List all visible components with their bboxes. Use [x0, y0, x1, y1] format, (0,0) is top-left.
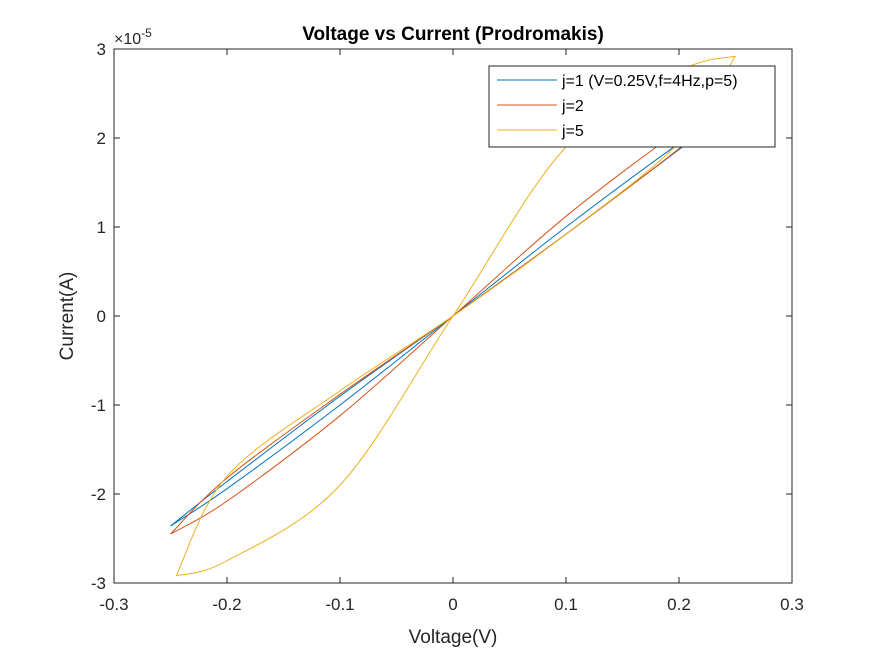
- x-tick-label: -0.2: [212, 595, 241, 614]
- y-tick-label: 2: [97, 129, 106, 148]
- y-exponent-power: -5: [141, 26, 152, 40]
- x-tick-label: 0.3: [780, 595, 804, 614]
- y-tick-label: 1: [97, 218, 106, 237]
- legend-label: j=1 (V=0.25V,f=4Hz,p=5): [561, 73, 738, 90]
- legend-label: j=5: [561, 123, 584, 140]
- y-tick-label: -2: [91, 485, 106, 504]
- chart-title: Voltage vs Current (Prodromakis): [302, 24, 604, 45]
- x-tick-label: -0.3: [99, 595, 128, 614]
- y-tick-label: -1: [91, 396, 106, 415]
- y-tick-label: 3: [97, 40, 106, 59]
- x-tick-label: -0.1: [325, 595, 354, 614]
- y-axis-exponent-label: ×10-5: [114, 26, 152, 48]
- x-axis-label: Voltage(V): [409, 627, 498, 648]
- y-exponent-base: ×10: [114, 31, 141, 48]
- x-tick-label: 0: [448, 595, 457, 614]
- y-tick-label: 0: [97, 307, 106, 326]
- y-tick-label: -3: [91, 574, 106, 593]
- x-tick-label: 0.2: [667, 595, 691, 614]
- y-axis-label: Current(A): [57, 272, 78, 361]
- x-tick-label: 0.1: [554, 595, 578, 614]
- legend: j=1 (V=0.25V,f=4Hz,p=5) j=2 j=5: [488, 65, 776, 148]
- legend-label: j=2: [561, 98, 584, 115]
